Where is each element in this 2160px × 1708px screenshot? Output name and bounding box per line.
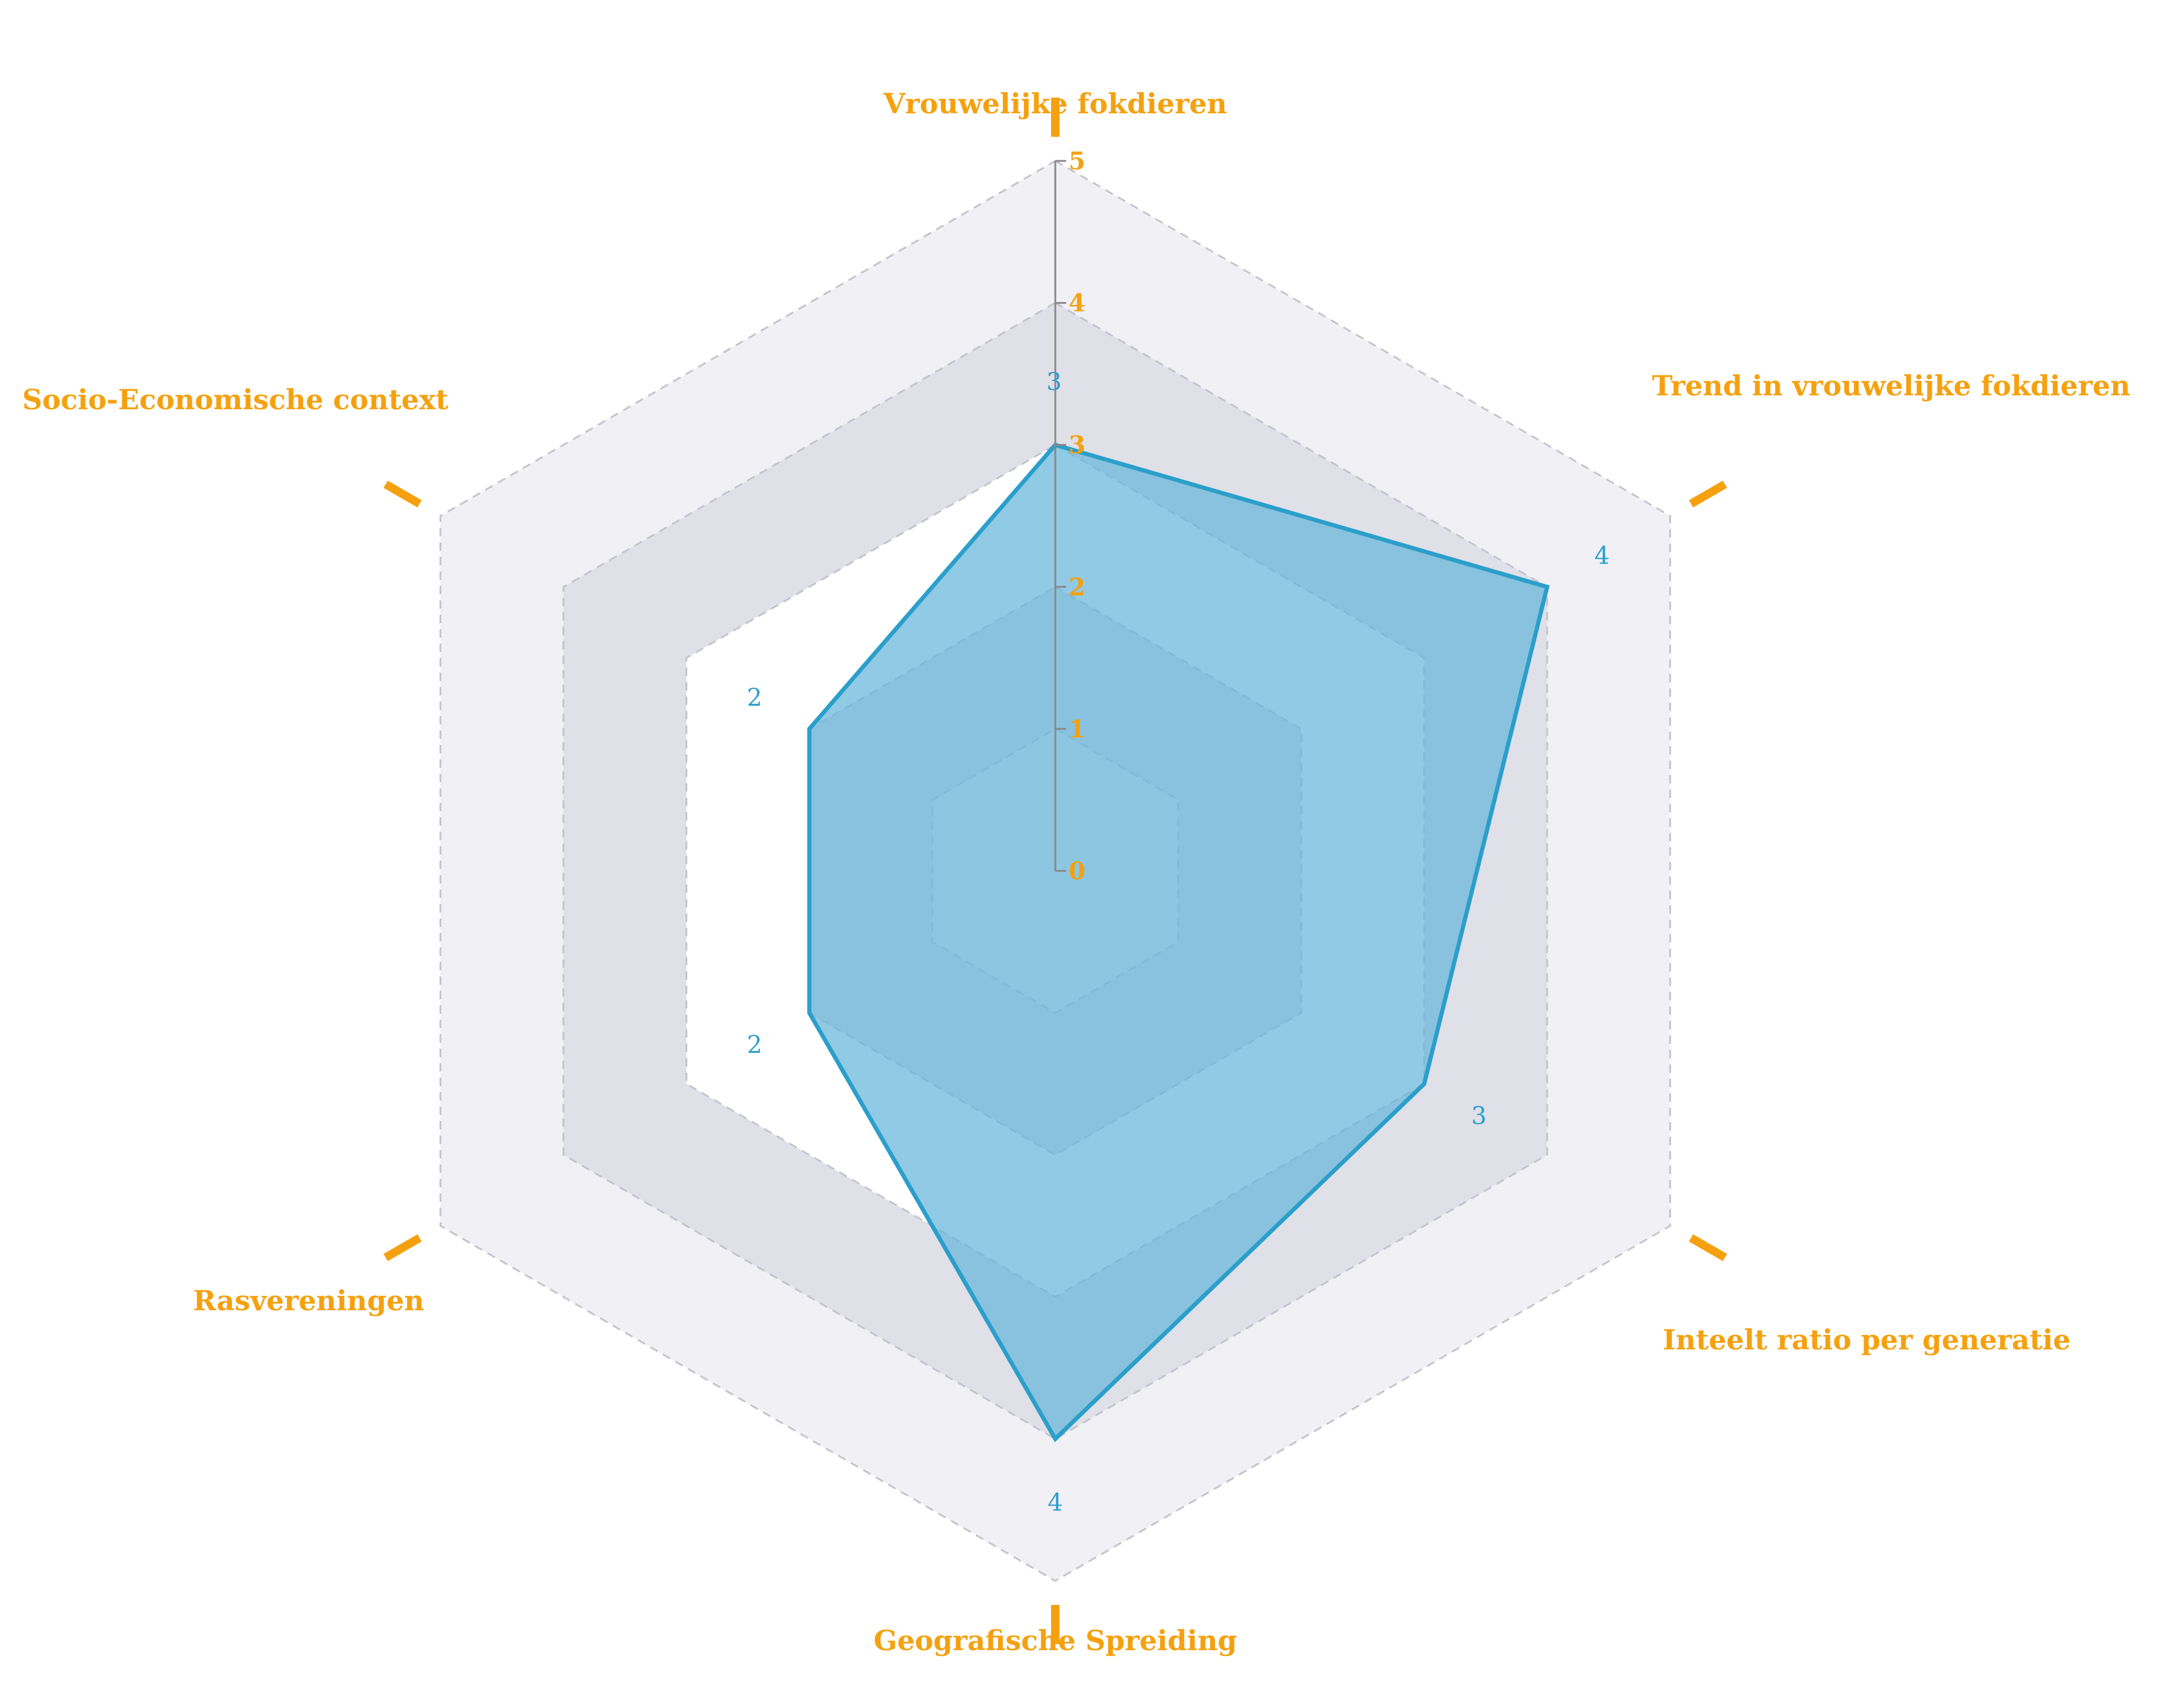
data-label-4: 2 [747, 1031, 762, 1059]
axis-labels: Vrouwelijke fokdieren Trend in vrouwelijk… [22, 87, 2130, 1657]
gridline-5 [439, 160, 1671, 1582]
tick-label-0: 0 [1069, 857, 1085, 885]
axis-label-5: Socio-Economische context [22, 383, 449, 416]
tick-label-1: 1 [1069, 715, 1085, 743]
tick-label-5: 5 [1069, 147, 1085, 175]
data-label-2: 3 [1471, 1102, 1486, 1130]
axis-label-1: Trend in vrouwelijke fokdieren [1652, 369, 2130, 402]
data-label-3: 4 [1047, 1489, 1063, 1516]
radar-series [807, 442, 1550, 1443]
data-labels: 3 4 3 4 2 2 [747, 368, 1610, 1516]
radial-axis [1054, 160, 1066, 872]
axis-marker-1 [1689, 480, 1727, 508]
axis-label-3: Geografische Spreiding [873, 1624, 1237, 1657]
axis-marker-2 [1689, 1234, 1727, 1261]
data-label-5: 2 [747, 684, 762, 712]
series-area-0 [807, 442, 1550, 1443]
axis-label-0: Vrouwelijke fokdieren [883, 87, 1227, 120]
axis-label-2: Inteelt ratio per generatie [1663, 1323, 2071, 1356]
tick-label-3: 3 [1069, 431, 1085, 459]
axis-label-4: Rasvereningen [193, 1284, 424, 1317]
data-label-1: 4 [1594, 542, 1609, 570]
axis-marker-4 [383, 1234, 422, 1261]
axis-marker-5 [383, 480, 422, 508]
data-label-0: 3 [1046, 368, 1061, 396]
tick-label-2: 2 [1069, 573, 1085, 601]
tick-labels: 0 1 2 3 4 5 [1069, 147, 1085, 885]
tick-label-4: 4 [1069, 289, 1085, 318]
axis-markers [383, 98, 1727, 1644]
